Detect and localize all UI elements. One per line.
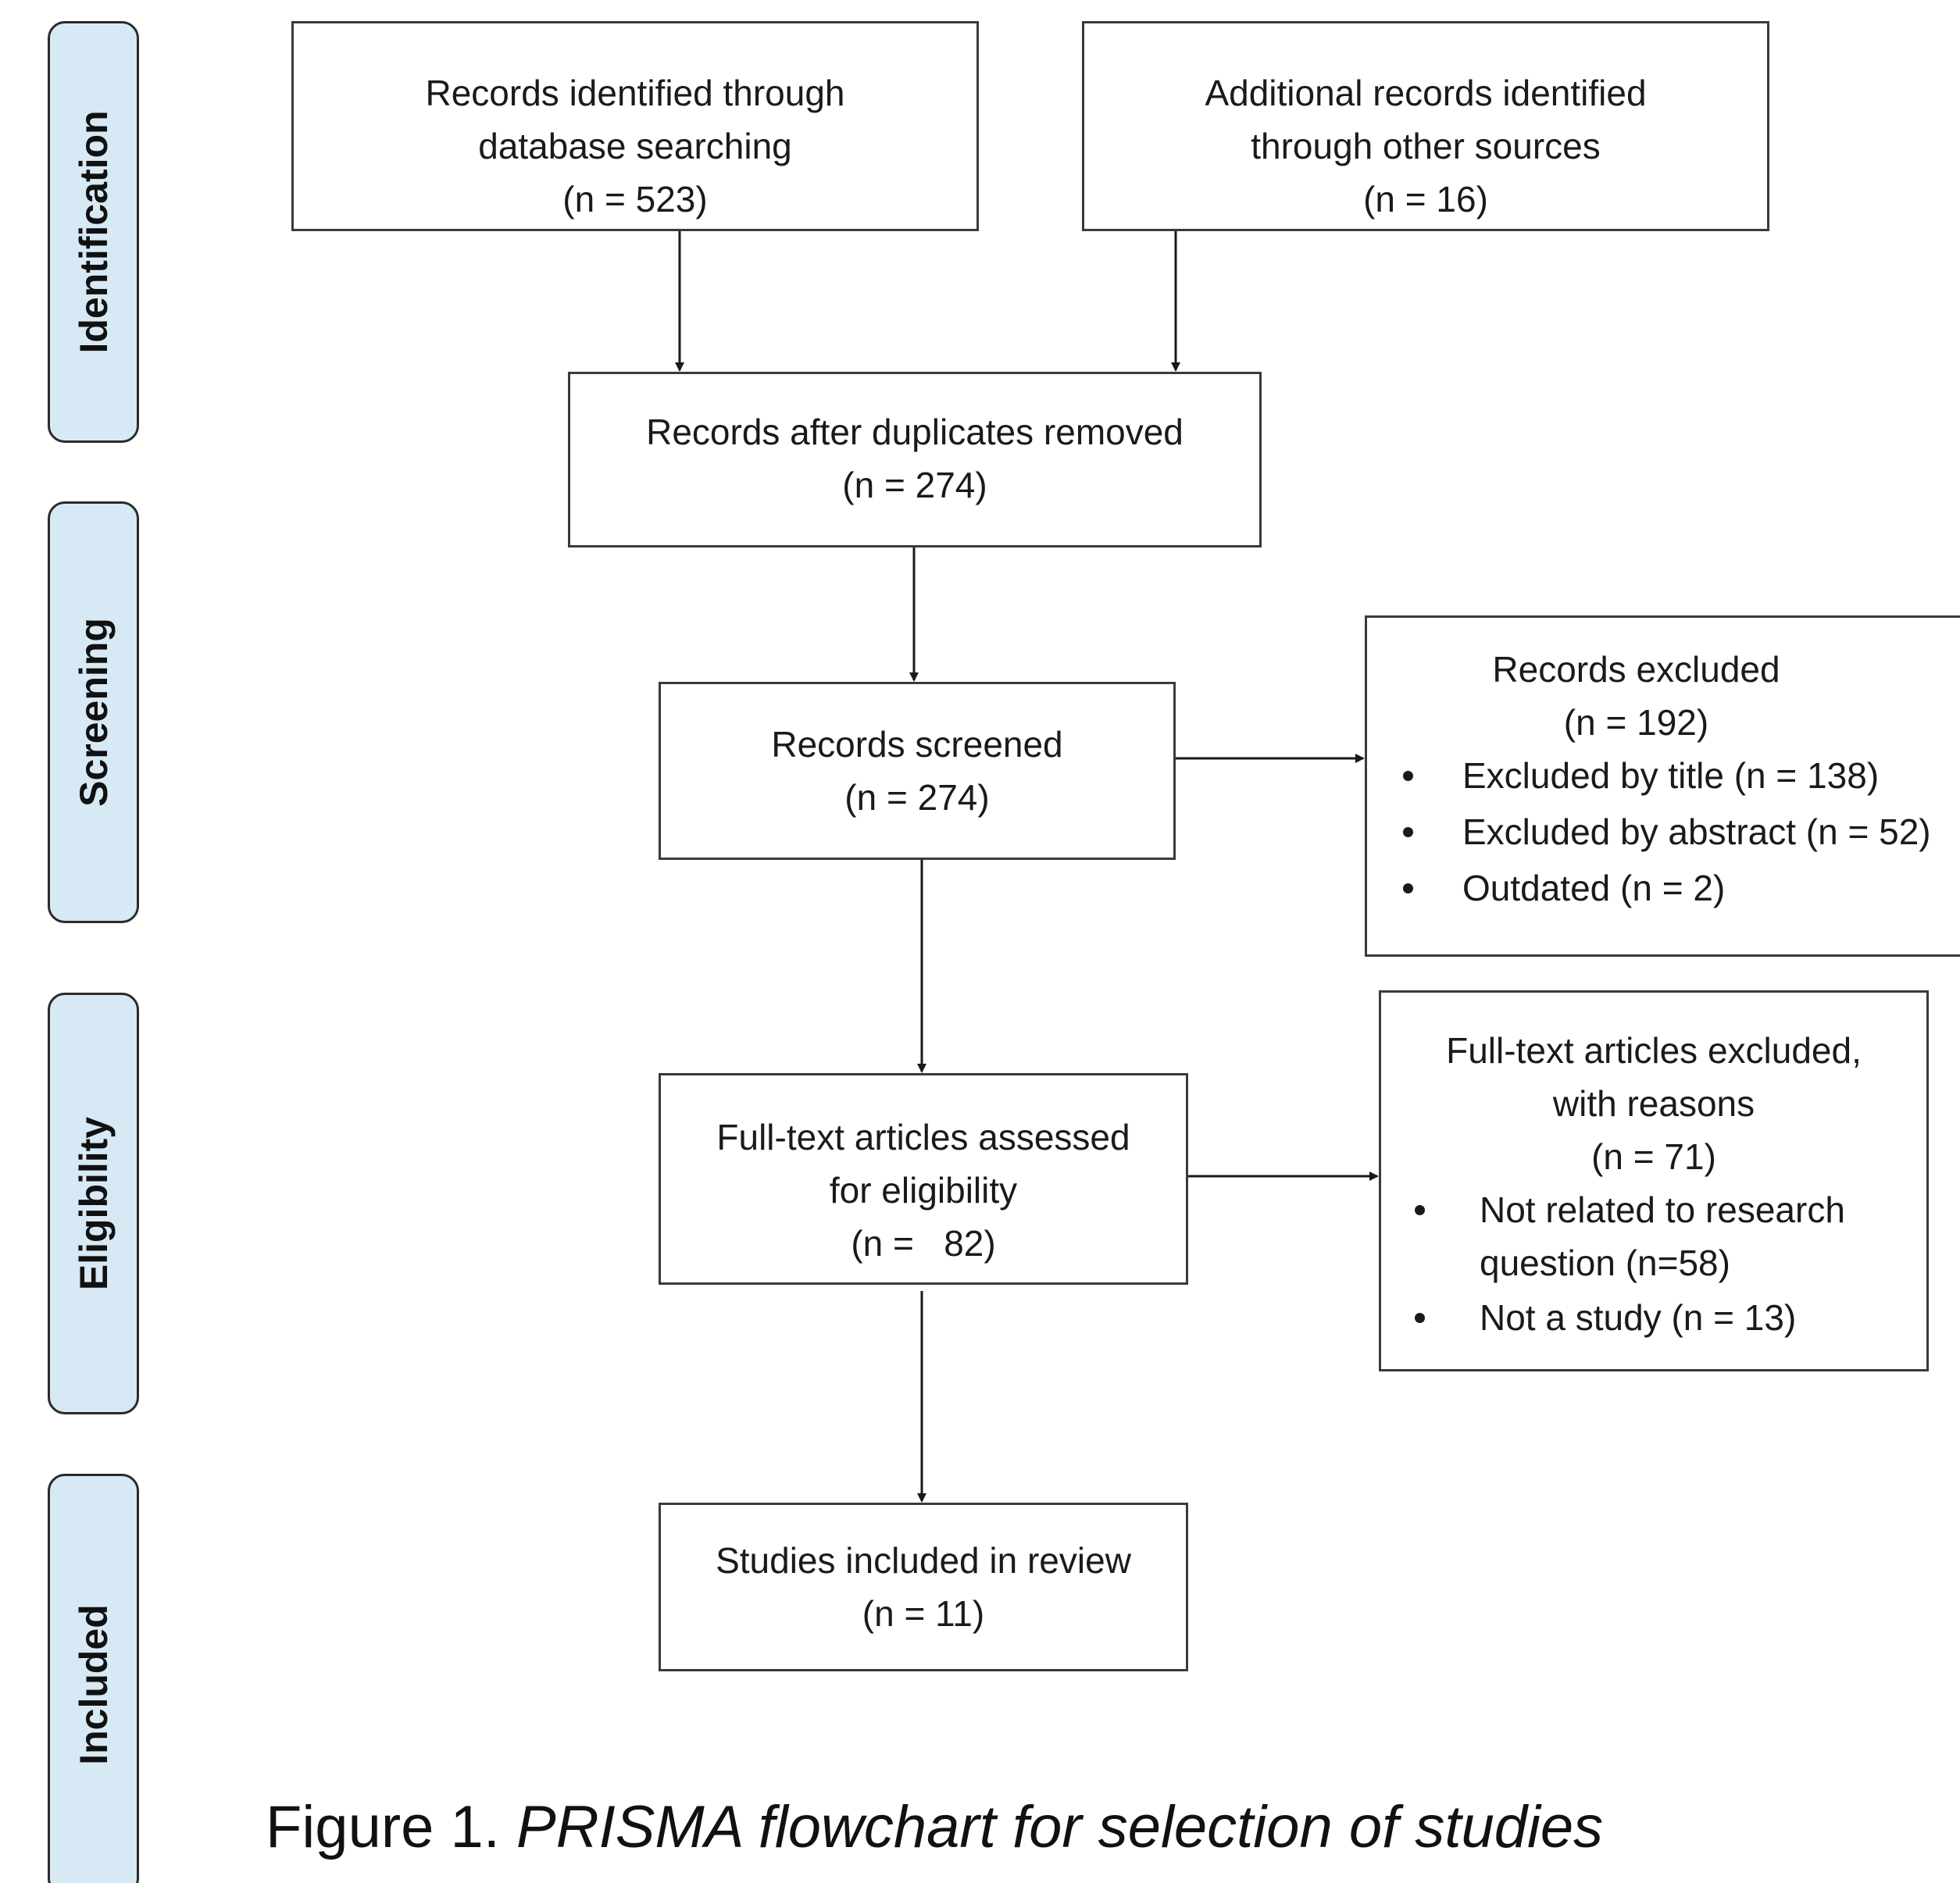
studies-included-line1: Studies included in review — [716, 1540, 1131, 1581]
fulltext-excluded-count: (n = 71) — [1591, 1136, 1716, 1177]
other-sources-box: Additional records identified through ot… — [1082, 21, 1769, 231]
phase-label-screening: Screening — [71, 618, 116, 807]
excluded-outdated: Outdated (n = 2) — [1462, 868, 1726, 908]
records-screened-count: (n = 274) — [844, 777, 990, 818]
list-item: Outdated (n = 2) — [1367, 861, 1960, 915]
figure-caption: Figure 1. PRISMA flowchart for selection… — [266, 1788, 1603, 1867]
database-records-line2: database searching — [478, 126, 792, 166]
records-screened-line1: Records screened — [771, 724, 1063, 765]
list-item: Not related to research — [1381, 1183, 1926, 1236]
database-records-box: Records identified through database sear… — [291, 21, 979, 231]
records-screened-box: Records screened (n = 274) — [659, 682, 1176, 860]
phase-label-included: Included — [71, 1604, 116, 1765]
studies-included-box: Studies included in review (n = 11) — [659, 1503, 1188, 1671]
phase-screening: Screening — [48, 501, 139, 923]
duplicates-removed-box: Records after duplicates removed (n = 27… — [568, 372, 1262, 547]
bullet-icon — [1403, 883, 1413, 893]
bullet-icon — [1403, 827, 1413, 837]
records-excluded-count: (n = 192) — [1563, 702, 1709, 743]
fulltext-assessed-line1: Full-text articles assessed — [716, 1117, 1130, 1157]
list-item: question (n=58) — [1381, 1236, 1926, 1289]
phase-label-identification: Identification — [71, 110, 116, 354]
other-sources-count: (n = 16) — [1363, 179, 1488, 219]
fulltext-excluded-list: Not related to research question (n=58) … — [1381, 1183, 1926, 1344]
fulltext-assessed-line2: for eligibility — [829, 1170, 1018, 1211]
records-excluded-line1: Records excluded — [1492, 649, 1780, 690]
bullet-icon — [1415, 1313, 1425, 1323]
fulltext-excluded-line2: with reasons — [1552, 1083, 1755, 1124]
studies-included-count: (n = 11) — [862, 1593, 985, 1634]
fulltext-excluded-box: Full-text articles excluded, with reason… — [1379, 990, 1929, 1371]
figure-caption-text: PRISMA flowchart for selection of studie… — [516, 1794, 1604, 1860]
duplicates-removed-line1: Records after duplicates removed — [646, 412, 1183, 452]
list-item: Excluded by abstract (n = 52) — [1367, 805, 1960, 858]
phase-eligibility: Eligibility — [48, 993, 139, 1414]
other-sources-line1: Additional records identified — [1205, 73, 1647, 113]
not-a-study: Not a study (n = 13) — [1480, 1297, 1797, 1338]
excluded-by-abstract: Excluded by abstract (n = 52) — [1462, 811, 1931, 852]
fulltext-assessed-count: (n = 82) — [851, 1223, 996, 1264]
phase-included: Included — [48, 1474, 139, 1883]
database-records-count: (n = 523) — [562, 179, 708, 219]
list-item: Not a study (n = 13) — [1381, 1291, 1926, 1344]
fulltext-excluded-line1: Full-text articles excluded, — [1446, 1030, 1862, 1071]
list-item: Excluded by title (n = 138) — [1367, 749, 1960, 802]
other-sources-line2: through other sources — [1251, 126, 1601, 166]
bullet-icon — [1415, 1205, 1425, 1215]
phase-label-eligibility: Eligibility — [71, 1116, 116, 1291]
duplicates-removed-count: (n = 274) — [842, 465, 987, 505]
records-excluded-list: Excluded by title (n = 138) Excluded by … — [1367, 749, 1960, 915]
not-related-line1: Not related to research — [1480, 1189, 1845, 1230]
records-excluded-box: Records excluded (n = 192) Excluded by t… — [1365, 615, 1960, 957]
figure-caption-prefix: Figure 1. — [266, 1794, 517, 1860]
not-related-line2: question (n=58) — [1480, 1243, 1730, 1283]
excluded-by-title: Excluded by title (n = 138) — [1462, 755, 1880, 796]
database-records-line1: Records identified through — [425, 73, 845, 113]
fulltext-assessed-box: Full-text articles assessed for eligibil… — [659, 1073, 1188, 1285]
bullet-icon — [1403, 771, 1413, 781]
phase-identification: Identification — [48, 21, 139, 443]
